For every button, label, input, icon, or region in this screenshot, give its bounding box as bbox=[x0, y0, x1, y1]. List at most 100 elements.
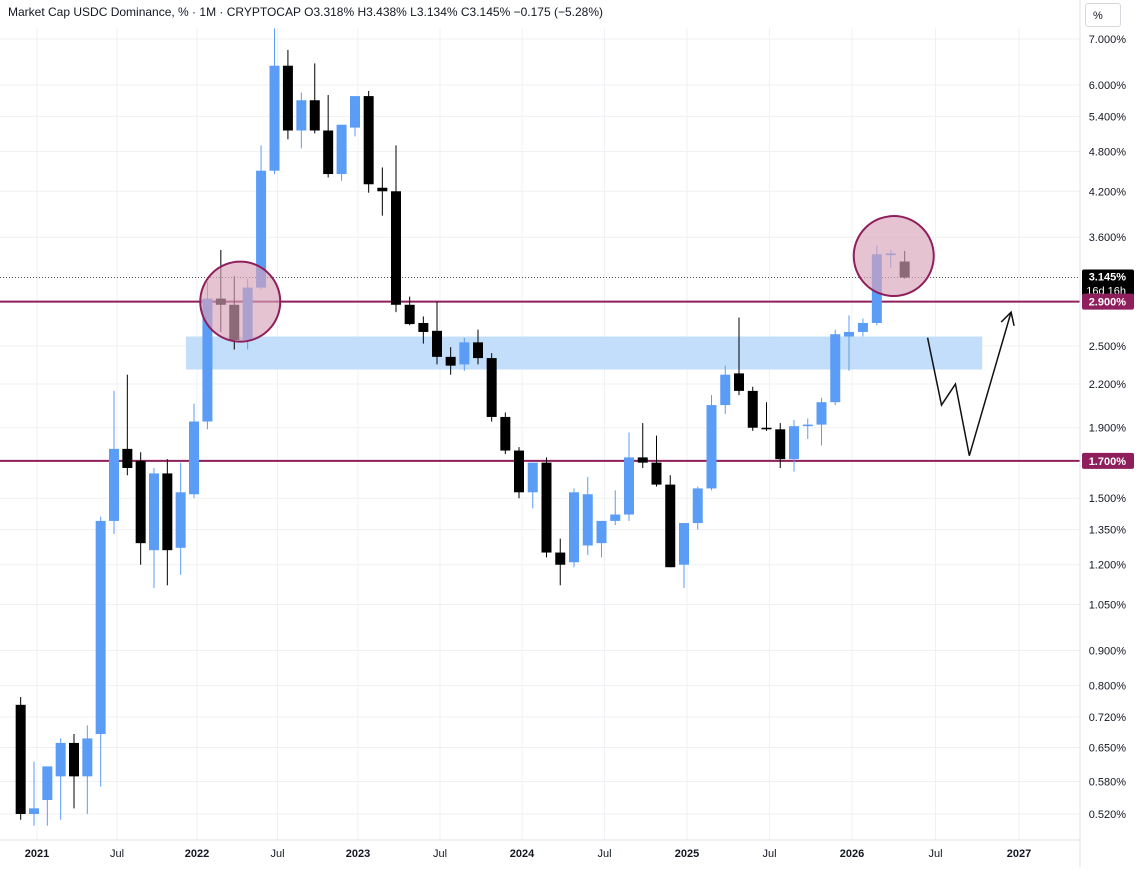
candle[interactable] bbox=[500, 412, 511, 454]
x-tick-label: 2024 bbox=[510, 848, 535, 860]
candle[interactable] bbox=[269, 28, 280, 175]
candle-body bbox=[309, 100, 320, 131]
candle[interactable] bbox=[432, 301, 442, 365]
y-tick-label: 2.200% bbox=[1089, 379, 1127, 391]
candle[interactable] bbox=[610, 490, 621, 526]
candle[interactable] bbox=[624, 432, 634, 521]
y-tick-label: 4.200% bbox=[1089, 186, 1127, 198]
upper-level-tag: 2.900% bbox=[1082, 293, 1134, 310]
candle[interactable] bbox=[816, 397, 827, 446]
x-tick-label: 2023 bbox=[346, 848, 370, 860]
support-zone-layer bbox=[186, 336, 983, 370]
candle-body bbox=[336, 124, 347, 175]
candle[interactable] bbox=[527, 462, 538, 509]
candle-body bbox=[857, 322, 868, 332]
candle[interactable] bbox=[555, 538, 566, 586]
candle[interactable] bbox=[55, 738, 66, 820]
lower-level-tag: 1.700% bbox=[1082, 452, 1134, 469]
candle-body bbox=[816, 402, 827, 425]
candle[interactable] bbox=[404, 296, 415, 326]
candle[interactable] bbox=[95, 516, 106, 787]
highlight-circle[interactable] bbox=[199, 260, 282, 343]
candle[interactable] bbox=[459, 337, 470, 371]
upper-level-tag-bg bbox=[1082, 293, 1134, 310]
candle-body bbox=[162, 473, 173, 551]
y-tick-label: 3.600% bbox=[1089, 232, 1127, 244]
y-tick-label: 1.200% bbox=[1089, 560, 1127, 572]
candle[interactable] bbox=[844, 315, 854, 371]
candle[interactable] bbox=[377, 167, 388, 216]
candle[interactable] bbox=[582, 477, 593, 555]
x-tick-label: 2025 bbox=[675, 848, 699, 860]
candle-body bbox=[637, 457, 648, 463]
candle[interactable] bbox=[189, 403, 199, 499]
candle[interactable] bbox=[69, 734, 79, 809]
candle[interactable] bbox=[830, 329, 841, 406]
candle-body bbox=[802, 424, 813, 427]
highlight-circle[interactable] bbox=[852, 215, 935, 298]
candle-body bbox=[665, 484, 676, 568]
candle[interactable] bbox=[29, 761, 39, 826]
candle[interactable] bbox=[296, 92, 307, 149]
candle[interactable] bbox=[569, 488, 579, 568]
candle[interactable] bbox=[679, 523, 689, 588]
candle[interactable] bbox=[734, 317, 744, 396]
candle[interactable] bbox=[391, 145, 401, 313]
projection-path[interactable] bbox=[926, 311, 1012, 456]
candle[interactable] bbox=[256, 145, 267, 290]
candle[interactable] bbox=[706, 395, 717, 491]
candle[interactable] bbox=[82, 725, 93, 814]
candle[interactable] bbox=[541, 457, 552, 558]
y-tick-label: 0.650% bbox=[1089, 742, 1127, 754]
candle[interactable] bbox=[175, 462, 186, 575]
candle[interactable] bbox=[282, 49, 293, 140]
candle[interactable] bbox=[692, 486, 703, 530]
y-tick-label: 1.350% bbox=[1089, 525, 1127, 537]
candle[interactable] bbox=[363, 90, 374, 193]
candle[interactable] bbox=[336, 124, 347, 181]
candle-body bbox=[69, 742, 79, 777]
candle-body bbox=[610, 514, 621, 521]
candle[interactable] bbox=[665, 475, 676, 568]
candle-body bbox=[135, 460, 146, 544]
candle[interactable] bbox=[775, 423, 786, 468]
candle[interactable] bbox=[418, 316, 429, 344]
candle[interactable] bbox=[651, 435, 662, 487]
candle[interactable] bbox=[514, 447, 524, 499]
candle[interactable] bbox=[637, 423, 648, 468]
candle-body bbox=[149, 473, 159, 551]
candle[interactable] bbox=[473, 329, 483, 365]
candle[interactable] bbox=[42, 766, 53, 826]
candle-body bbox=[82, 738, 93, 777]
candle-body bbox=[256, 170, 267, 288]
candle[interactable] bbox=[445, 347, 456, 375]
candle[interactable] bbox=[789, 419, 799, 472]
candle[interactable] bbox=[596, 520, 607, 558]
candle-body bbox=[500, 416, 511, 451]
candle-body bbox=[404, 304, 415, 325]
candle-body bbox=[445, 356, 456, 366]
candle[interactable] bbox=[857, 318, 868, 337]
x-tick-label: 2022 bbox=[185, 848, 209, 860]
candle[interactable] bbox=[720, 365, 731, 414]
candle[interactable] bbox=[309, 63, 320, 134]
candle[interactable] bbox=[350, 96, 360, 137]
candle[interactable] bbox=[486, 353, 497, 422]
candle[interactable] bbox=[162, 459, 173, 586]
candle-body bbox=[282, 65, 293, 131]
x-tick-label: 2026 bbox=[840, 848, 864, 860]
candle[interactable] bbox=[761, 402, 772, 431]
y-tick-label: 1.050% bbox=[1089, 600, 1127, 612]
candle[interactable] bbox=[149, 467, 159, 588]
candle[interactable] bbox=[15, 696, 26, 820]
unit-toggle-button[interactable]: % bbox=[1085, 3, 1121, 27]
candle[interactable] bbox=[109, 390, 119, 535]
x-tick-label: Jul bbox=[928, 848, 942, 860]
candle[interactable] bbox=[135, 452, 146, 565]
candle[interactable] bbox=[122, 374, 133, 476]
candle[interactable] bbox=[323, 95, 334, 178]
candle[interactable] bbox=[802, 418, 813, 439]
candle[interactable] bbox=[747, 386, 758, 431]
